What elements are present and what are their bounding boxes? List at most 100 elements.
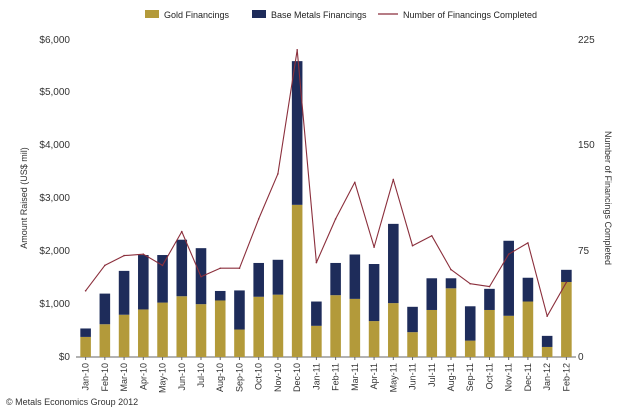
financings-line (85, 49, 567, 317)
y-tick-label: $6,000 (39, 35, 70, 46)
bar-gold-Jun-11 (407, 332, 418, 357)
bar-base-metals-Feb-10 (99, 293, 111, 325)
bar-gold-Apr-11 (368, 321, 380, 357)
bar-gold-May-11 (388, 303, 399, 357)
financings-point-Jul-11 (430, 235, 433, 237)
bar-gold-Oct-11 (484, 309, 495, 357)
y2-tick-label: 150 (578, 140, 595, 151)
bar-base-metals-Sep-11 (464, 306, 476, 341)
bar-base-metals-Dec-11 (522, 277, 534, 302)
bar-base-metals-Oct-10 (253, 262, 264, 297)
x-tick-label: Jan-11 (311, 363, 321, 390)
y2-tick-label: 225 (578, 35, 595, 46)
bar-gold-Jul-11 (426, 309, 438, 357)
bar-gold-Feb-12 (561, 281, 572, 357)
y-tick-label: $3,000 (39, 193, 70, 204)
x-tick-label: Aug-10 (215, 363, 225, 392)
y-axis-title: Amount Raised (US$ mil) (19, 147, 29, 249)
y-tick-label: $2,000 (39, 246, 70, 257)
bar-gold-Jan-11 (311, 325, 322, 357)
x-tick-label: Feb-12 (561, 363, 571, 392)
bar-gold-Nov-11 (503, 315, 514, 357)
bar-base-metals-Jun-11 (407, 306, 418, 333)
financings-point-Sep-11 (469, 282, 472, 285)
bar-gold-Mar-11 (349, 298, 361, 357)
bar-gold-Dec-11 (522, 301, 534, 357)
bar-gold-Jul-10 (195, 304, 207, 357)
financings-point-May-11 (392, 178, 395, 181)
bar-base-metals-Jun-10 (176, 239, 188, 297)
financings-line-layer (84, 49, 568, 317)
y-tick-label: $1,000 (39, 299, 70, 310)
financings-point-Jan-12 (546, 315, 548, 317)
x-tick-label: Nov-10 (273, 363, 283, 392)
x-tick-label: Jun-11 (408, 363, 418, 390)
x-tick-label: Mar-11 (350, 363, 360, 391)
legend-swatch-gold (145, 10, 159, 18)
x-tick-label: Jan-12 (542, 363, 552, 391)
legend: Gold Financings Base Metals Financings N… (145, 10, 537, 20)
copyright-text: © Metals Economics Group 2012 (6, 397, 139, 407)
y2-axis-title: Number of Financings Completed (603, 131, 613, 265)
financings-point-Oct-11 (488, 285, 491, 288)
x-tick-label: May-10 (158, 363, 168, 393)
bar-gold-Jun-10 (176, 296, 188, 357)
y2-tick-label: 0 (578, 352, 584, 363)
financings-point-Feb-12 (565, 281, 568, 284)
bar-gold-Dec-10 (291, 204, 303, 357)
bar-gold-Sep-11 (464, 340, 476, 357)
financings-point-Feb-10 (104, 264, 106, 267)
x-tick-label: May-11 (388, 363, 398, 392)
financings-point-Mar-11 (354, 181, 356, 184)
y-tick-label: $4,000 (39, 140, 70, 151)
y2-tick-label: 75 (578, 246, 590, 257)
bar-base-metals-Feb-12 (561, 269, 572, 282)
bar-gold-Mar-10 (118, 314, 130, 357)
bar-gold-May-10 (157, 302, 168, 357)
financings-point-Nov-10 (277, 173, 279, 175)
bars (80, 61, 572, 357)
x-tick-label: Jun-10 (177, 363, 187, 391)
y2-axis: 0 75 150 225 (578, 35, 595, 363)
x-tick-label: Sep-11 (465, 363, 475, 391)
x-tick-label: Jan-10 (81, 363, 91, 391)
y-axis: $0 $1,000 $2,000 $3,000 $4,000 $5,000 $6… (39, 35, 70, 363)
bar-base-metals-Dec-10 (291, 61, 303, 205)
financings-point-Aug-11 (450, 268, 452, 271)
financings-point-Mar-10 (123, 254, 125, 257)
financings-point-May-10 (161, 264, 164, 267)
bar-gold-Jan-10 (80, 336, 91, 357)
financings-point-Aug-10 (219, 267, 222, 270)
x-tick-label: Feb-11 (331, 363, 341, 391)
financings-point-Feb-11 (334, 218, 337, 220)
x-tick-label: Aug-11 (446, 363, 456, 391)
x-tick-label: Jul-10 (196, 363, 206, 388)
financings-point-Dec-10 (296, 49, 298, 51)
financings-point-Apr-10 (142, 253, 145, 255)
financings-point-Apr-11 (373, 246, 375, 248)
bar-gold-Feb-10 (99, 324, 111, 357)
legend-swatch-base-metals (252, 10, 266, 18)
x-tick-label: Apr-11 (369, 363, 379, 389)
x-tick-label: Mar-10 (119, 363, 129, 392)
bar-base-metals-May-10 (157, 255, 168, 303)
bar-gold-Sep-10 (234, 329, 245, 357)
bar-base-metals-Feb-11 (330, 262, 341, 296)
bar-base-metals-Sep-10 (234, 290, 245, 330)
bar-gold-Apr-10 (138, 309, 149, 357)
bar-gold-Aug-11 (445, 288, 457, 357)
financings-point-Jun-11 (411, 244, 414, 247)
x-tick-label: Oct-10 (254, 363, 264, 390)
legend-label-base-metals: Base Metals Financings (271, 10, 367, 20)
bar-base-metals-Aug-10 (214, 290, 226, 301)
bar-base-metals-Mar-11 (349, 254, 361, 299)
x-tick-label: Apr-10 (138, 363, 148, 390)
bar-base-metals-May-11 (388, 223, 399, 304)
bar-gold-Feb-11 (330, 295, 341, 357)
bar-base-metals-Nov-11 (503, 240, 514, 316)
x-tick-label: Dec-10 (292, 363, 302, 392)
financings-point-Oct-10 (257, 218, 260, 220)
bar-base-metals-Jan-11 (311, 301, 322, 326)
y-tick-label: $0 (59, 352, 71, 363)
